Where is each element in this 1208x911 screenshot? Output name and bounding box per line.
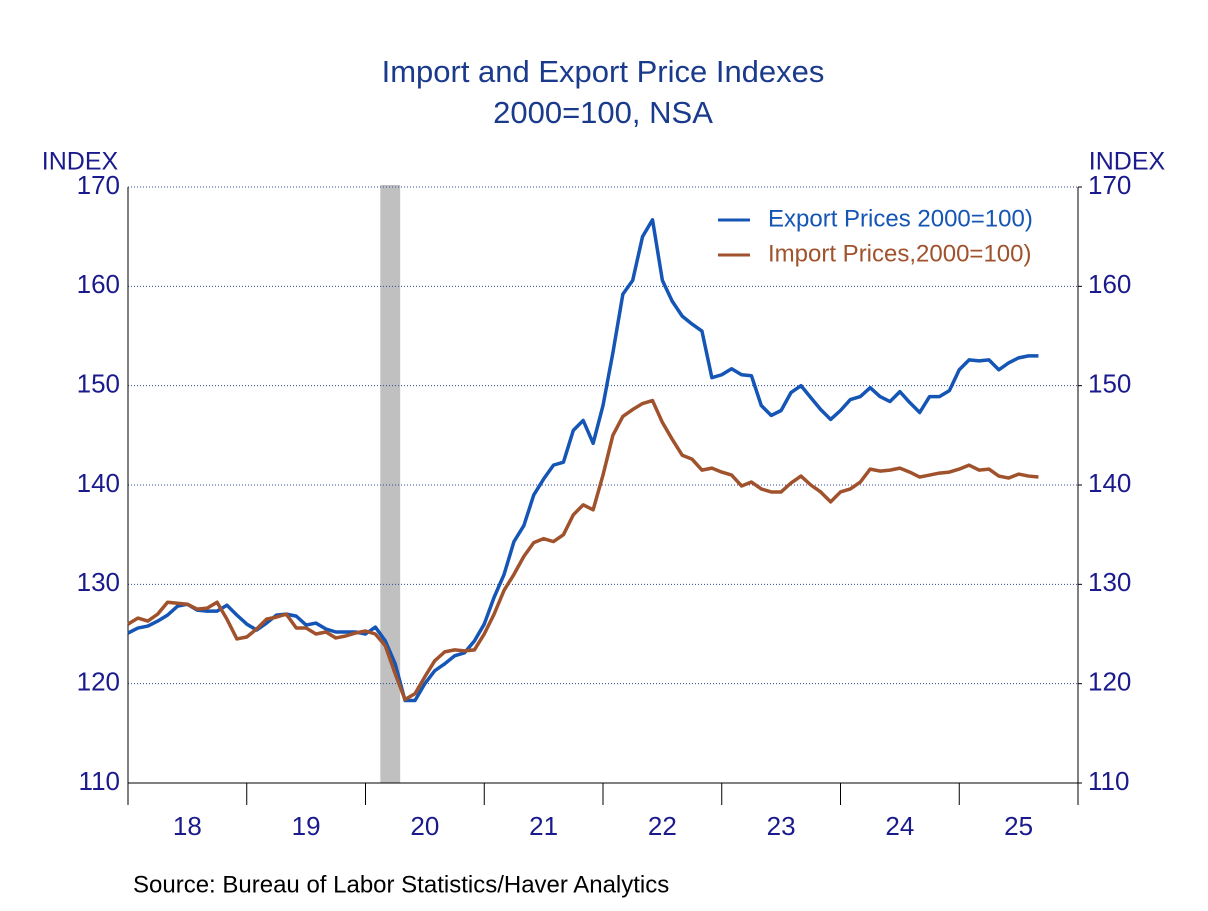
y2-tick-label: 130 [1088,567,1131,597]
recession-band [380,185,401,783]
x-tick-label: 18 [173,811,202,841]
x-tick-label: 20 [410,811,439,841]
y-tick-label: 120 [77,667,120,697]
x-tick-label: 21 [529,811,558,841]
y2-tick-label: 150 [1088,369,1131,399]
series-line [127,218,1039,703]
y-tick-label: 140 [77,468,120,498]
y-tick-label: 110 [79,766,120,796]
y2-tick-label: 110 [1088,766,1129,796]
chart-subtitle: 2000=100, NSA [493,95,713,130]
y2-tick-label: 120 [1088,667,1131,697]
source-note: Source: Bureau of Labor Statistics/Haver… [133,871,669,898]
x-tick-label: 19 [292,811,321,841]
legend-label: Export Prices 2000=100) [768,205,1033,232]
y2-tick-label: 170 [1088,170,1131,200]
y-tick-label: 170 [77,170,120,200]
x-tick-label: 25 [1004,811,1033,841]
y2-tick-label: 160 [1088,269,1131,299]
y-axis-label: INDEX [42,148,119,176]
x-tick-label: 23 [767,811,796,841]
chart-title: Import and Export Price Indexes [382,54,825,89]
series-line [127,398,1039,702]
x-tick-label: 24 [885,811,914,841]
y2-tick-label: 140 [1088,468,1131,498]
y-tick-label: 130 [77,567,120,597]
y-tick-label: 150 [77,369,120,399]
legend-label: Import Prices,2000=100) [768,240,1031,267]
x-tick-label: 22 [648,811,677,841]
y-tick-label: 160 [77,269,120,299]
y2-axis-label: INDEX [1089,148,1166,176]
